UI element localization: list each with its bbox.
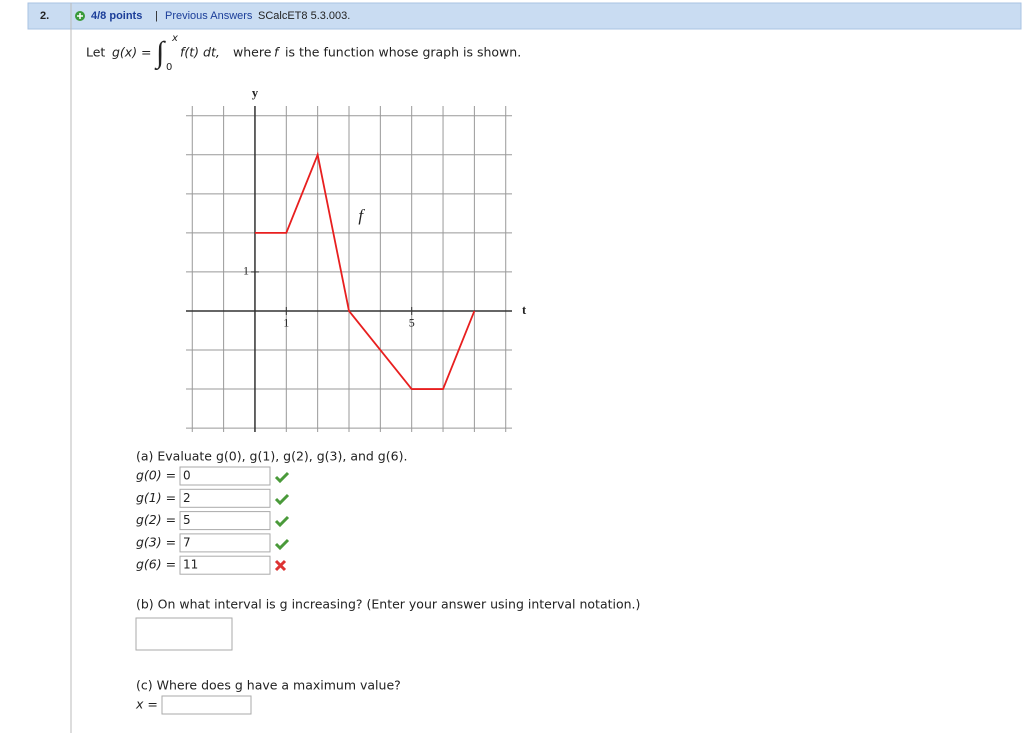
integral-sign: ∫ <box>154 36 166 71</box>
y-axis-label: y <box>252 86 259 100</box>
answer-value: 2 <box>183 491 191 505</box>
question-math: f(t) dt, <box>180 45 220 60</box>
previous-answers-link[interactable]: Previous Answers <box>165 10 253 22</box>
correct-icon <box>274 471 290 484</box>
separator: | <box>155 10 158 22</box>
y-tick-label: 1 <box>243 264 249 278</box>
answer-label: g(3) = <box>136 534 176 549</box>
question-math: g(x) = <box>112 45 152 60</box>
function-curve <box>254 151 476 390</box>
part-a-prompt: (a) Evaluate g(0), g(1), g(2), g(3), and… <box>136 449 407 464</box>
points-icon-plus <box>77 13 83 19</box>
question-text: is the function whose graph is shown. <box>285 45 521 60</box>
graph: 1 5 1 y t f <box>186 86 527 432</box>
question-header <box>27 2 1022 30</box>
part-c-prompt: (c) Where does g have a maximum value? <box>136 678 401 693</box>
interval-input[interactable] <box>135 617 233 651</box>
answer-label: g(0) = <box>136 468 176 483</box>
answer-value: 5 <box>183 513 191 527</box>
answer-value: 0 <box>183 469 191 483</box>
answer-status <box>274 471 290 572</box>
curve-label: f <box>358 206 365 225</box>
incorrect-icon <box>274 559 287 572</box>
integral-lower: 0 <box>166 62 172 73</box>
points: 4/8 points <box>91 10 142 22</box>
answer-rows: g(0) = 0 g(1) = 2 g(2) = 5 g(3) = 7 g(6) = 11 <box>136 466 271 575</box>
answer-label: g(1) = <box>136 490 176 505</box>
answer-input[interactable] <box>179 488 271 508</box>
x-axis-label: t <box>522 303 527 317</box>
answer-value: 7 <box>183 535 191 549</box>
answer-input[interactable] <box>179 533 271 553</box>
answer-input[interactable] <box>179 466 271 486</box>
answer-label: g(2) = <box>136 512 176 527</box>
question-text: Let <box>86 45 105 60</box>
problem-code: SCalcET8 5.3.003. <box>258 10 350 22</box>
correct-icon <box>274 493 290 506</box>
answer-input[interactable] <box>179 511 271 531</box>
question-text: where <box>233 45 272 60</box>
question-math: f <box>274 45 280 60</box>
x-tick-label: 5 <box>409 316 415 330</box>
correct-icon <box>274 515 290 528</box>
integral-upper: x <box>171 33 178 44</box>
correct-icon <box>274 538 290 551</box>
answer-label: g(6) = <box>136 557 176 572</box>
answer-input[interactable] <box>179 555 271 575</box>
question-number: 2. <box>40 10 49 22</box>
answer-value: 11 <box>183 558 198 572</box>
answer-label: x = <box>135 697 158 712</box>
x-tick-label: 1 <box>283 316 289 330</box>
max-input[interactable] <box>161 695 252 715</box>
part-b-prompt: (b) On what interval is g increasing? (E… <box>136 597 640 612</box>
